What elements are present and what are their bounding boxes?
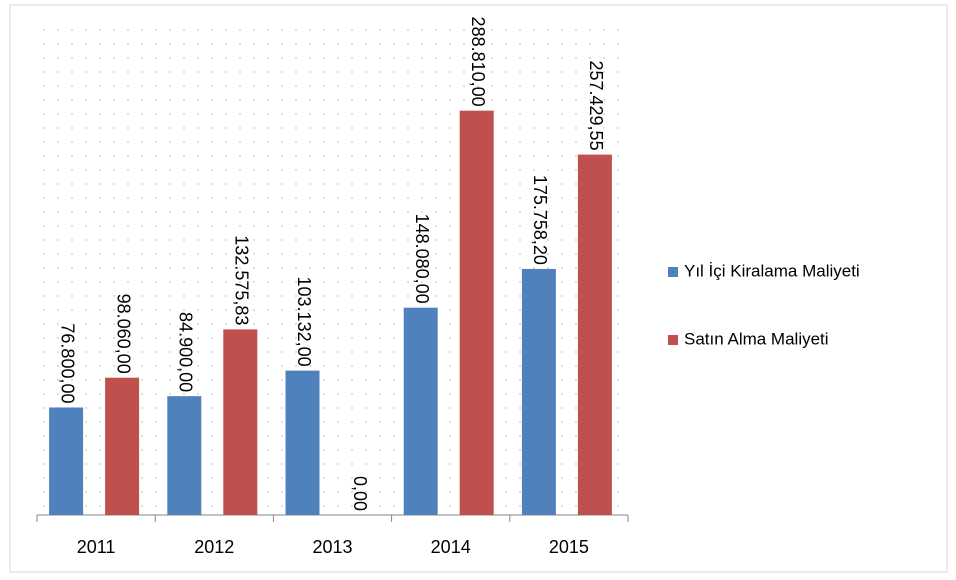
data-label: 76.800,00 bbox=[57, 323, 77, 403]
data-label: 288.810,00 bbox=[468, 17, 488, 107]
bar bbox=[521, 268, 556, 515]
data-label: 0,00 bbox=[350, 476, 370, 511]
data-label: 175.758,20 bbox=[530, 175, 550, 265]
bar bbox=[49, 407, 84, 515]
legend-label: Yıl İçi Kiralama Maliyeti bbox=[684, 261, 860, 280]
data-label: 132.575,83 bbox=[232, 235, 252, 325]
bar bbox=[223, 329, 258, 515]
bar bbox=[403, 307, 438, 515]
data-label: 84.900,00 bbox=[176, 312, 196, 392]
legend-label: Satın Alma Maliyeti bbox=[684, 329, 829, 348]
x-tick-label: 2011 bbox=[77, 537, 116, 557]
legend-swatch bbox=[668, 267, 678, 277]
legend-swatch bbox=[668, 335, 678, 345]
data-label: 98.060,00 bbox=[113, 294, 133, 374]
data-label: 103.132,00 bbox=[294, 277, 314, 367]
bar bbox=[105, 377, 140, 515]
bar bbox=[167, 396, 202, 515]
x-tick-label: 2013 bbox=[312, 537, 352, 557]
x-tick-label: 2015 bbox=[549, 537, 589, 557]
bar bbox=[577, 154, 612, 515]
bar bbox=[285, 370, 320, 515]
bar bbox=[459, 110, 494, 515]
x-tick-label: 2014 bbox=[431, 537, 471, 557]
data-label: 257.429,55 bbox=[586, 61, 606, 151]
data-label: 148.080,00 bbox=[412, 214, 432, 304]
x-tick-label: 2012 bbox=[194, 537, 234, 557]
